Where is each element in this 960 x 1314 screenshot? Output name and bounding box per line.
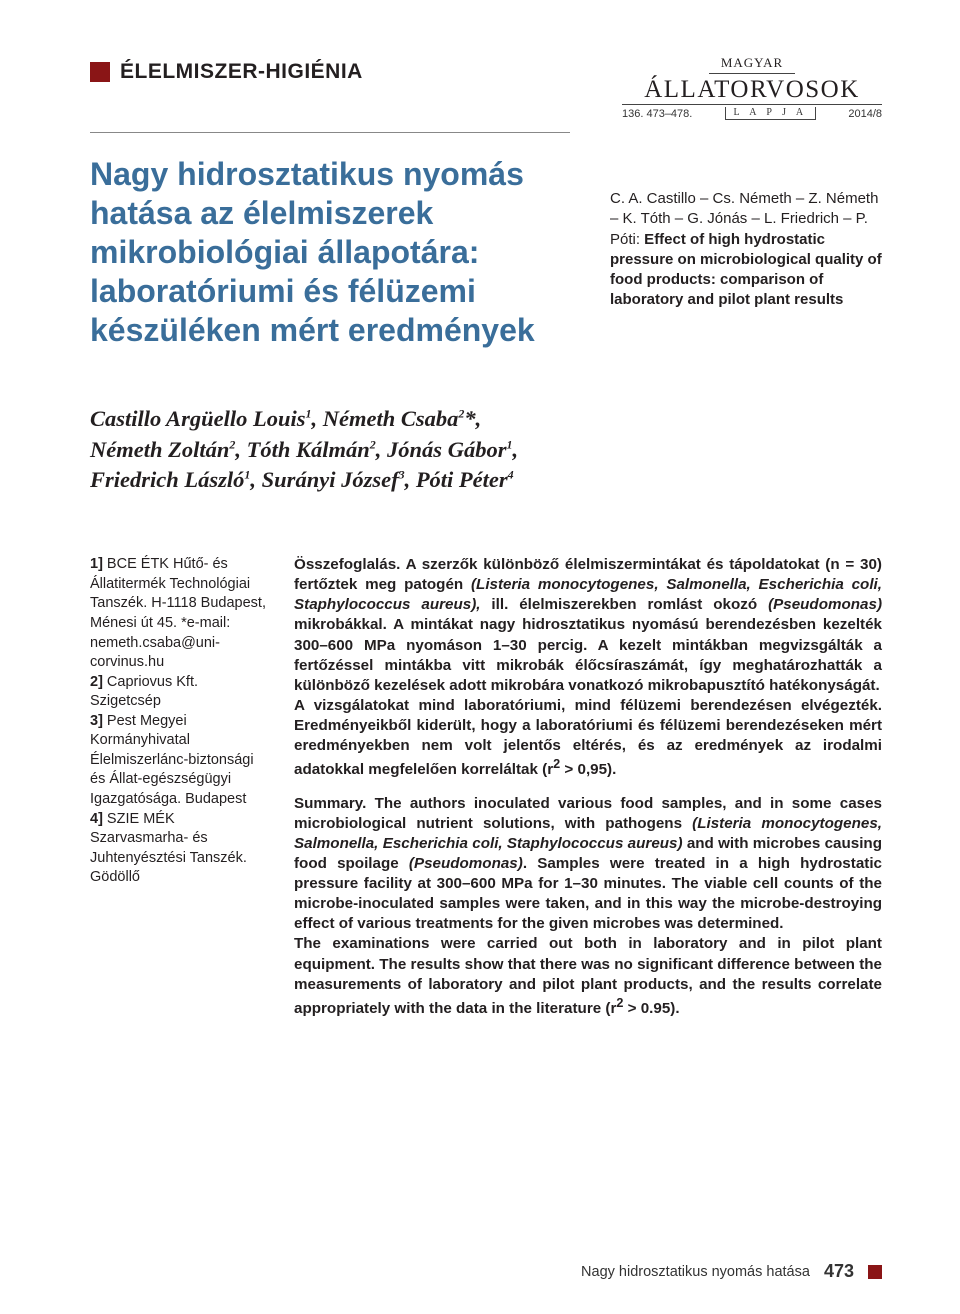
abstract-en-it2: (Pseudomonas) — [409, 855, 523, 872]
header-divider — [90, 132, 570, 133]
abstract-hu-p2end: > 0,95). — [560, 761, 616, 778]
journal-name: ÁLLATORVOSOK — [622, 76, 882, 104]
section-label-wrap: ÉLELMISZER-HIGIÉNIA — [90, 60, 622, 84]
running-title: Nagy hidrosztatikus nyomás hatása — [581, 1264, 810, 1280]
affiliation-item: 3] Pest Megyei Kormányhivatal Élelmiszer… — [90, 712, 272, 810]
affiliation-item: 2] Capriovus Kft. Szigetcsép — [90, 673, 272, 712]
abstract-hu-lead: Összefoglalás. — [294, 556, 400, 573]
abstract-en: Summary. The authors inoculated various … — [294, 794, 882, 1019]
page-number: 473 — [824, 1261, 854, 1282]
section-label: ÉLELMISZER-HIGIÉNIA — [120, 60, 363, 84]
header-row: ÉLELMISZER-HIGIÉNIA MAGYAR ÁLLATORVOSOK … — [90, 60, 882, 120]
title-citation-row: Nagy hidrosztatikus nyomás hatása az éle… — [90, 155, 882, 350]
abstract-en-lead: Summary. — [294, 795, 366, 812]
abstract-hu-it2: (Pseudomonas) — [768, 596, 882, 613]
body-row: 1] BCE ÉTK Hűtő- és Állatitermék Technol… — [90, 555, 882, 1033]
journal-issue: 136. 473–478. — [622, 108, 692, 120]
citation-column: C. A. Castillo – Cs. Németh – Z. Németh … — [610, 155, 882, 311]
abstract-hu-mid: ill. élelmiszerekben romlást okozó — [480, 596, 768, 613]
abstract-en-p2b: > 0.95). — [623, 1000, 679, 1017]
abstract-column: Összefoglalás. A szerzők különböző élelm… — [294, 555, 882, 1033]
journal-meta: 136. 473–478. L A P J A 2014/8 — [622, 104, 882, 120]
affiliation-item: 1] BCE ÉTK Hűtő- és Állatitermék Technol… — [90, 555, 272, 672]
section-square-icon — [90, 62, 110, 82]
affiliation-item: 4] SZIE MÉK Szarvasmarha- és Juhtenyészt… — [90, 810, 272, 888]
citation-title-en: Effect of high hydrostatic pressure on m… — [610, 231, 882, 309]
abstract-hu-end: mikrobákkal. A mintákat nagy hidrosztati… — [294, 616, 882, 693]
authors: Castillo Argüello Louis1, Németh Csaba2*… — [90, 404, 882, 495]
journal-year: 2014/8 — [848, 108, 882, 120]
page-footer: Nagy hidrosztatikus nyomás hatása 473 — [581, 1261, 882, 1282]
article-title: Nagy hidrosztatikus nyomás hatása az éle… — [90, 155, 570, 350]
journal-lapja: L A P J A — [725, 107, 817, 120]
footer-square-icon — [868, 1265, 882, 1279]
affiliations-column: 1] BCE ÉTK Hűtő- és Állatitermék Technol… — [90, 555, 272, 1033]
abstract-hu: Összefoglalás. A szerzők különböző élelm… — [294, 555, 882, 780]
journal-box: MAGYAR ÁLLATORVOSOK 136. 473–478. L A P … — [622, 54, 882, 120]
journal-magyar: MAGYAR — [709, 55, 795, 74]
abstract-en-p2a: The examinations were carried out both i… — [294, 935, 882, 1016]
